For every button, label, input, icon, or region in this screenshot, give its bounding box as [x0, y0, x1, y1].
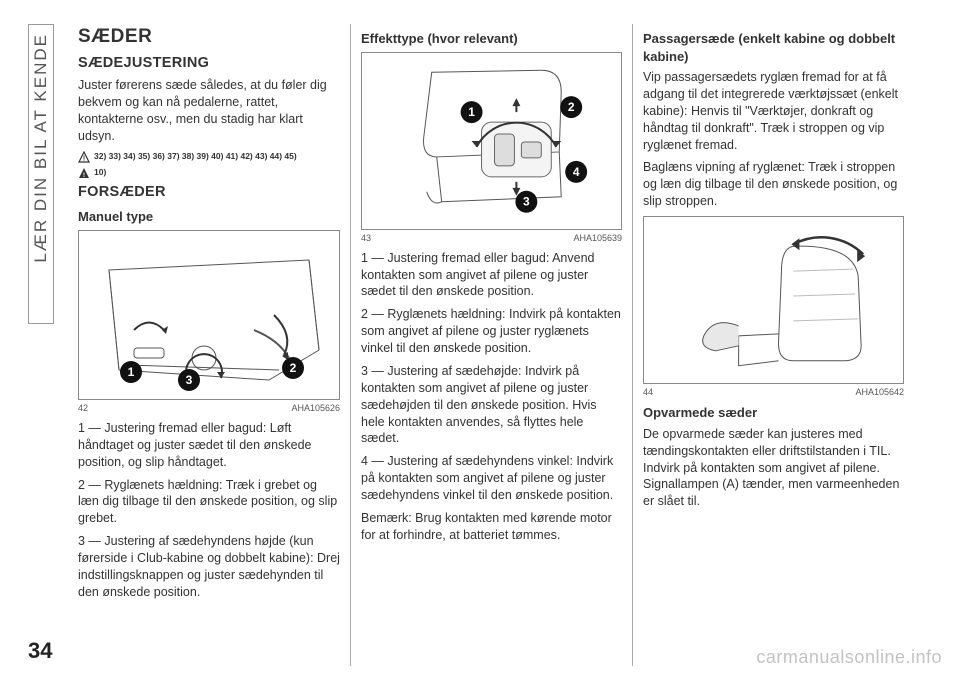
- para-c3-3: De opvarmede sæder kan justeres med tænd…: [643, 426, 904, 510]
- warning-icon: !: [78, 151, 90, 163]
- heading-saedejustering: SÆDEJUSTERING: [78, 54, 340, 74]
- figure-43-code: AHA105639: [573, 232, 622, 244]
- manual-page: LÆR DIN BIL AT KENDE SÆDER SÆDEJUSTERING…: [0, 0, 960, 678]
- para-c2-4: 4 — Justering af sædehyndens vinkel: Ind…: [361, 453, 622, 504]
- figure-43-num: 43: [361, 232, 371, 244]
- figure-43-caption: 43 AHA105639: [361, 232, 622, 244]
- figure-43: 1 2 3 4: [361, 52, 622, 230]
- warning-line-2: ! 10): [78, 167, 340, 179]
- heading-forsaeder: FORSÆDER: [78, 183, 340, 203]
- warning-line-1: ! 32) 33) 34) 35) 36) 37) 38) 39) 40) 41…: [78, 151, 340, 163]
- para-c2-2: 2 — Ryglænets hældning: Indvirk på konta…: [361, 306, 622, 357]
- warning-refs-1: 32) 33) 34) 35) 36) 37) 38) 39) 40) 41) …: [94, 151, 297, 162]
- heading-opvarmede: Opvarmede sæder: [643, 404, 904, 422]
- para-intro: Juster førerens sæde således, at du føle…: [78, 77, 340, 145]
- para-c2-3: 3 — Justering af sædehøjde: Indvirk på k…: [361, 363, 622, 447]
- figure-44: [643, 216, 904, 384]
- column-3: Passagersæde (enkelt kabine og dobbelt k…: [632, 24, 914, 666]
- page-number: 34: [28, 638, 52, 664]
- figure-44-caption: 44 AHA105642: [643, 386, 904, 398]
- section-tab: LÆR DIN BIL AT KENDE: [28, 24, 54, 324]
- figure-44-num: 44: [643, 386, 653, 398]
- svg-text:2: 2: [568, 100, 575, 114]
- svg-text:1: 1: [128, 365, 135, 379]
- figure-44-code: AHA105642: [855, 386, 904, 398]
- figure-42: 1 3 2: [78, 230, 340, 400]
- figure-42-caption: 42 AHA105626: [78, 402, 340, 414]
- para-c3-1: Vip passagersædets ryglæn fremad for at …: [643, 69, 904, 153]
- watermark-text: carmanualsonline.info: [756, 647, 942, 668]
- svg-text:3: 3: [523, 194, 530, 208]
- content-columns: SÆDER SÆDEJUSTERING Juster førerens sæde…: [68, 24, 932, 666]
- svg-text:4: 4: [573, 164, 580, 178]
- figure-42-num: 42: [78, 402, 88, 414]
- svg-text:3: 3: [186, 373, 193, 387]
- section-tab-label: LÆR DIN BIL AT KENDE: [31, 25, 51, 271]
- svg-text:2: 2: [290, 361, 297, 375]
- column-2: Effekttype (hvor relevant): [350, 24, 632, 666]
- para-c2-1: 1 — Justering fremad eller bagud: Anvend…: [361, 250, 622, 301]
- svg-text:!: !: [83, 172, 85, 179]
- svg-text:!: !: [83, 155, 85, 162]
- figure-42-code: AHA105626: [291, 402, 340, 414]
- para-c3-2: Baglæns vipning af ryglænet: Træk i stro…: [643, 159, 904, 210]
- para-c2-5: Bemærk: Brug kontakten med kørende motor…: [361, 510, 622, 544]
- para-c1-4: 3 — Justering af sædehyndens højde (kun …: [78, 533, 340, 601]
- warning-refs-2: 10): [94, 167, 106, 178]
- heading-manuel-type: Manuel type: [78, 208, 340, 226]
- column-1: SÆDER SÆDEJUSTERING Juster førerens sæde…: [68, 24, 350, 666]
- heading-saeder: SÆDER: [78, 24, 340, 50]
- para-c1-3: 2 — Ryglænets hældning: Træk i grebet og…: [78, 477, 340, 528]
- svg-text:1: 1: [468, 105, 475, 119]
- warning-icon: !: [78, 167, 90, 179]
- heading-effekttype: Effekttype (hvor relevant): [361, 30, 622, 48]
- para-c1-2: 1 — Justering fremad eller bagud: Løft h…: [78, 420, 340, 471]
- heading-passagersaede: Passagersæde (enkelt kabine og dobbelt k…: [643, 30, 904, 65]
